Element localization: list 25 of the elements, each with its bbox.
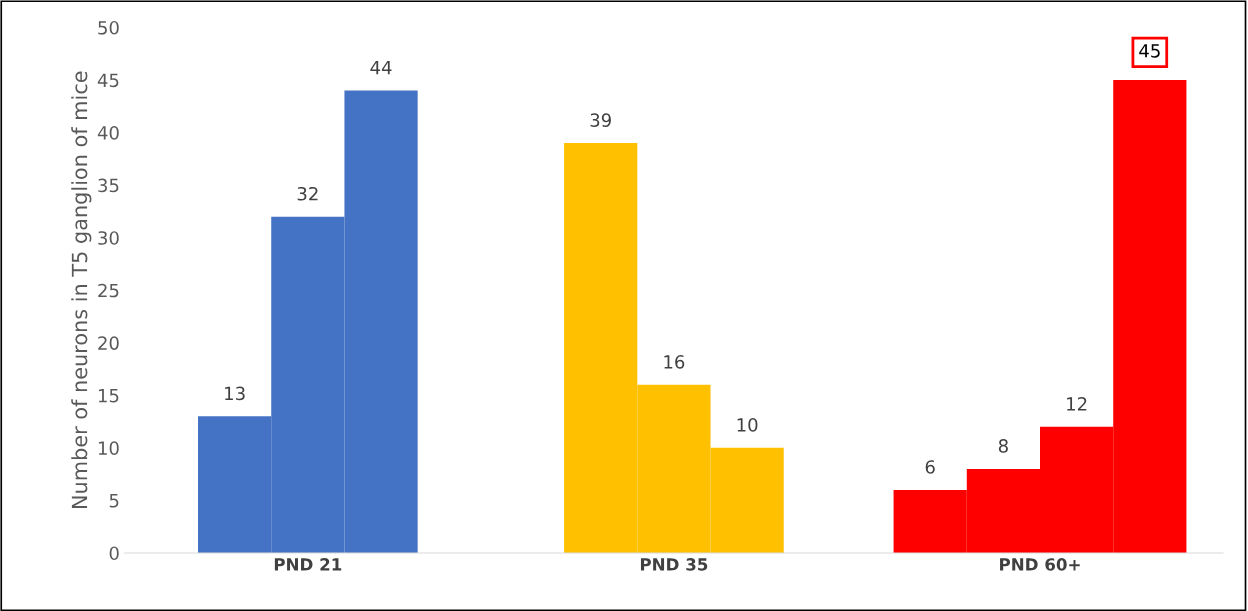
- y-tick-label: 0: [109, 546, 119, 561]
- y-tick-label: 40: [97, 126, 119, 140]
- y-tick-label: 35: [98, 178, 119, 193]
- y-tick-label: 50: [98, 20, 119, 35]
- y-tick-label: 25: [98, 283, 119, 298]
- x-tick-label: PND 35: [640, 558, 708, 571]
- data-label: 39: [590, 113, 611, 127]
- y-tick-label: 30: [98, 231, 119, 245]
- data-label: 32: [297, 186, 318, 201]
- y-tick-label: 10: [98, 441, 119, 455]
- x-tick-label: PND 21: [274, 558, 342, 571]
- y-tick-label: 20: [98, 336, 119, 350]
- y-tick-label: 15: [98, 389, 119, 403]
- annotation: 45: [1139, 44, 1160, 58]
- data-label: 8: [998, 439, 1008, 453]
- data-label: 6: [925, 460, 935, 474]
- data-label: 12: [1067, 397, 1087, 411]
- y-tick-label: 5: [109, 494, 119, 508]
- data-label: 10: [737, 418, 758, 432]
- x-tick-label: PND 60+: [1000, 558, 1080, 571]
- data-label: 16: [664, 355, 685, 369]
- y-tick-label: 45: [97, 73, 119, 88]
- data-label: 44: [370, 61, 392, 75]
- data-label: 13: [225, 386, 245, 401]
- y-axis-title: Number of neurons in T5 ganglion of mice: [71, 71, 92, 508]
